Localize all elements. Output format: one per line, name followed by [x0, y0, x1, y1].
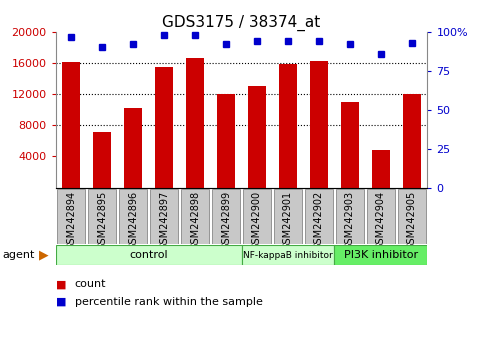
FancyBboxPatch shape	[334, 245, 427, 265]
Bar	[310, 62, 328, 188]
FancyBboxPatch shape	[119, 189, 147, 244]
Text: GSM242903: GSM242903	[345, 191, 355, 250]
Text: count: count	[75, 279, 106, 289]
Text: GSM242895: GSM242895	[97, 191, 107, 250]
Bar	[186, 58, 204, 188]
FancyBboxPatch shape	[242, 245, 334, 265]
Text: GSM242905: GSM242905	[407, 191, 417, 250]
FancyBboxPatch shape	[305, 189, 333, 244]
FancyBboxPatch shape	[274, 189, 302, 244]
FancyBboxPatch shape	[398, 189, 426, 244]
Title: GDS3175 / 38374_at: GDS3175 / 38374_at	[162, 14, 321, 30]
Text: GSM242896: GSM242896	[128, 191, 138, 250]
FancyBboxPatch shape	[88, 189, 116, 244]
FancyBboxPatch shape	[336, 189, 364, 244]
Text: NF-kappaB inhibitor: NF-kappaB inhibitor	[243, 251, 333, 259]
Bar	[279, 64, 297, 188]
Text: GSM242901: GSM242901	[283, 191, 293, 250]
Text: ■: ■	[56, 279, 66, 289]
Text: percentile rank within the sample: percentile rank within the sample	[75, 297, 263, 307]
Bar	[62, 62, 80, 188]
Bar	[93, 132, 112, 188]
Text: ▶: ▶	[39, 249, 48, 262]
FancyBboxPatch shape	[212, 189, 240, 244]
Bar	[217, 94, 235, 188]
FancyBboxPatch shape	[243, 189, 271, 244]
Text: GSM242902: GSM242902	[314, 191, 324, 250]
Text: GSM242899: GSM242899	[221, 191, 231, 250]
Bar	[248, 86, 266, 188]
Bar	[341, 102, 359, 188]
Text: GSM242904: GSM242904	[376, 191, 386, 250]
FancyBboxPatch shape	[181, 189, 209, 244]
Text: GSM242900: GSM242900	[252, 191, 262, 250]
Text: agent: agent	[2, 250, 35, 260]
Text: GSM242898: GSM242898	[190, 191, 200, 250]
Text: GSM242897: GSM242897	[159, 191, 169, 250]
FancyBboxPatch shape	[57, 189, 85, 244]
Bar	[403, 94, 421, 188]
Text: PI3K inhibitor: PI3K inhibitor	[344, 250, 418, 260]
FancyBboxPatch shape	[367, 189, 395, 244]
Text: GSM242894: GSM242894	[66, 191, 76, 250]
Text: ■: ■	[56, 297, 66, 307]
FancyBboxPatch shape	[150, 189, 178, 244]
Bar	[155, 67, 173, 188]
Text: control: control	[129, 250, 168, 260]
FancyBboxPatch shape	[56, 245, 242, 265]
Bar	[372, 150, 390, 188]
Bar	[124, 108, 142, 188]
